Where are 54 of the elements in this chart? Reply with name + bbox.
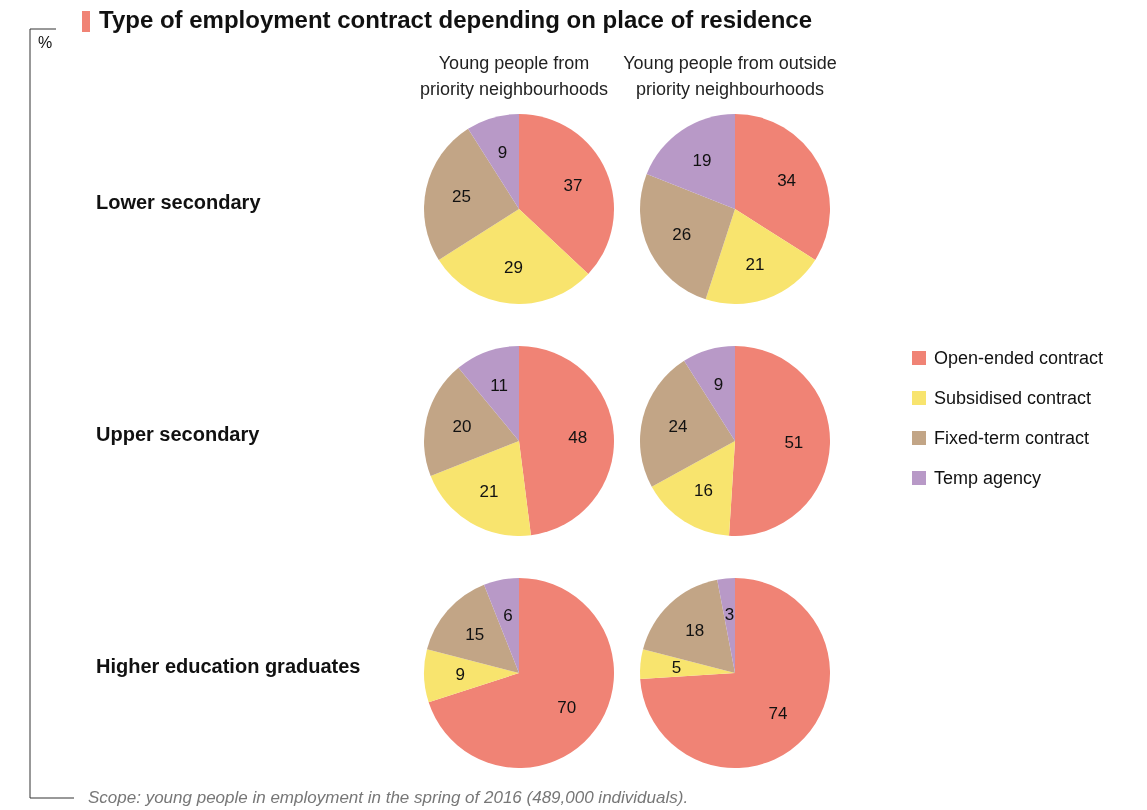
pie-slice — [729, 346, 830, 536]
pie-slice — [519, 346, 614, 536]
pie-slice — [640, 174, 735, 300]
pie-slice — [424, 367, 519, 476]
data-label: 20 — [452, 416, 472, 436]
pie-slice — [428, 578, 614, 768]
data-label: 6 — [503, 605, 513, 625]
text: % — [38, 34, 53, 52]
pie-slice — [717, 578, 735, 673]
data-label: 21 — [745, 254, 765, 274]
text: Higher education graduates — [96, 655, 361, 678]
data-label: 16 — [693, 481, 713, 501]
text: Lower secondary — [96, 191, 261, 214]
text: Type of employment contract depending on place of residence — [99, 6, 813, 34]
pie-slice — [640, 649, 735, 679]
data-label: 11 — [490, 376, 508, 396]
data-label: 74 — [768, 703, 788, 723]
pie-slice — [705, 209, 816, 304]
data-label: 26 — [672, 224, 692, 244]
data-label: 9 — [497, 142, 508, 162]
chart-title: Young people from outside priority neighbourhoods — [623, 53, 837, 99]
data-label: 51 — [784, 433, 804, 453]
data-label: 18 — [685, 620, 705, 640]
data-label: 15 — [465, 624, 485, 644]
text: Scope: young people in employment in the spring of 2016 (489,000 individuals). — [88, 788, 689, 808]
data-label: 29 — [504, 258, 523, 278]
pie-slice — [651, 441, 735, 536]
pie-slice — [642, 579, 735, 673]
data-label: 19 — [692, 150, 712, 170]
pie-slice — [640, 578, 830, 768]
data-label: 70 — [557, 698, 577, 718]
data-label: 25 — [452, 186, 471, 206]
pie-slice — [646, 114, 735, 209]
data-label: 9 — [713, 374, 724, 394]
data-label: 5 — [671, 657, 682, 677]
legend-label: Fixed-term contract — [934, 427, 1090, 449]
legend-label: Temp agency — [934, 467, 1042, 489]
chart-title: Young people from priority neighbourhoods — [419, 53, 609, 99]
pie-slice — [438, 209, 589, 304]
pie-slice — [484, 578, 519, 673]
data-label: 3 — [724, 604, 735, 624]
data-label: 24 — [668, 416, 688, 436]
pie-slice — [424, 128, 519, 260]
text: Upper secondary — [96, 423, 260, 446]
data-label: 37 — [563, 176, 583, 196]
data-label: 34 — [777, 171, 797, 191]
data-label: 9 — [455, 665, 465, 685]
pie-slice — [424, 649, 519, 703]
pie-slice — [430, 441, 531, 536]
legend-label: Subsidised contract — [934, 387, 1092, 409]
data-label: 48 — [568, 427, 588, 447]
data-label: 21 — [479, 482, 499, 502]
legend-label: Open-ended contract — [934, 347, 1104, 369]
pie-slice — [735, 114, 830, 260]
